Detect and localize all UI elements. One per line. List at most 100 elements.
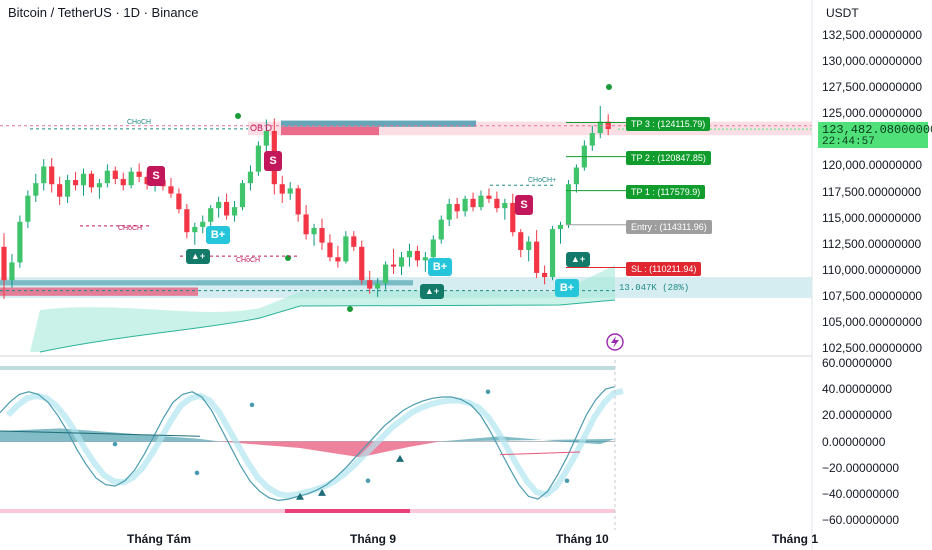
strong-buy-signal-2: ▲+ bbox=[420, 284, 444, 299]
osc-signal-band bbox=[5, 387, 624, 499]
candle-body bbox=[494, 198, 500, 209]
candle-body bbox=[192, 226, 198, 233]
osc-tick: 40.00000000 bbox=[822, 382, 893, 397]
candle-body bbox=[104, 170, 110, 184]
osc-wave bbox=[0, 386, 616, 502]
candle-body bbox=[549, 229, 556, 278]
osc-dot bbox=[485, 389, 491, 395]
candle-body bbox=[88, 173, 95, 188]
osc-tick: −40.00000000 bbox=[822, 486, 900, 501]
price-tick: 130,000.00000000 bbox=[822, 54, 923, 69]
osc-dot bbox=[249, 402, 255, 408]
candle-body bbox=[422, 257, 428, 261]
candle-body bbox=[311, 228, 317, 235]
candle-body bbox=[359, 246, 365, 281]
candle-body bbox=[327, 242, 333, 258]
osc-tick: 0.00000000 bbox=[822, 434, 886, 449]
candle-body bbox=[478, 195, 484, 208]
lightning-glyph bbox=[611, 336, 619, 348]
price-tick: 132,500.00000000 bbox=[822, 28, 923, 42]
osc-dot bbox=[112, 441, 118, 447]
candle-body bbox=[462, 198, 468, 212]
candle-body bbox=[57, 184, 63, 197]
candle-body bbox=[17, 221, 23, 263]
candle-body bbox=[351, 236, 357, 247]
entry-label: Entry : (114311.96) bbox=[626, 220, 712, 234]
candle-body bbox=[375, 283, 381, 289]
price-tick: 112,500.00000000 bbox=[822, 236, 922, 251]
candle-body bbox=[597, 121, 603, 134]
candle-body bbox=[414, 250, 420, 261]
candle-body bbox=[80, 173, 87, 186]
candle-body bbox=[303, 214, 309, 235]
current-price: 123,482.08000000 bbox=[822, 123, 932, 137]
osc-div-line bbox=[0, 430, 201, 437]
candle-body bbox=[41, 166, 47, 184]
chart-title: Bitcoin / TetherUS · 1D · Binance bbox=[8, 5, 199, 20]
candle-body bbox=[319, 228, 325, 243]
candle-body bbox=[200, 221, 206, 227]
candle-body bbox=[486, 195, 492, 199]
buy-signal-1: B+ bbox=[206, 226, 230, 244]
strong-buy-signal-1: ▲+ bbox=[186, 249, 210, 264]
osc-dot bbox=[564, 478, 570, 484]
osc-dot bbox=[365, 478, 371, 484]
tp2-label: TP 2 : (120847.85) bbox=[626, 151, 711, 165]
sell-signal-1: S bbox=[147, 166, 165, 186]
tp1-label: TP 1 : (117579.9) bbox=[626, 185, 706, 199]
candle-body bbox=[518, 232, 524, 250]
choch-label-1: CHoCH bbox=[127, 119, 152, 126]
price-tick: 105,000.00000000 bbox=[822, 314, 923, 329]
demand-zone-pink bbox=[0, 287, 198, 296]
pivot-dot bbox=[347, 306, 353, 312]
candle-body bbox=[263, 130, 269, 146]
price-axis-unit[interactable]: USDT bbox=[826, 6, 859, 20]
price-tick: 102,500.00000000 bbox=[822, 341, 923, 355]
candle-body bbox=[534, 241, 540, 273]
osc-tick: 20.00000000 bbox=[822, 408, 893, 423]
candle-body bbox=[224, 201, 230, 216]
candle-body bbox=[25, 195, 31, 222]
buy-signal-3: B+ bbox=[555, 279, 579, 297]
price-tick: 115,000.00000000 bbox=[822, 210, 922, 225]
candle-body bbox=[557, 224, 564, 230]
candle-body bbox=[168, 186, 174, 194]
order-block-pink bbox=[281, 126, 379, 136]
candle-body bbox=[454, 204, 460, 212]
candle-body bbox=[446, 204, 452, 220]
price-tick: 125,000.00000000 bbox=[822, 106, 923, 121]
candle-body bbox=[573, 167, 579, 185]
candle-body bbox=[502, 202, 508, 209]
candle-body bbox=[255, 145, 261, 172]
strong-buy-signal-3: ▲+ bbox=[566, 252, 590, 267]
osc-div-line-2 bbox=[499, 451, 581, 456]
range-label: 13.047K (28%) bbox=[619, 283, 690, 293]
candle-body bbox=[1, 246, 7, 281]
lightning-icon[interactable] bbox=[606, 333, 624, 351]
candle-body bbox=[343, 236, 349, 262]
price-tick: 117,500.00000000 bbox=[822, 184, 922, 199]
choch-label-3: CHoCH bbox=[236, 257, 261, 264]
candle-body bbox=[390, 264, 397, 267]
osc-tick: 60.00000000 bbox=[822, 356, 893, 370]
choch-label-2: CHoCH bbox=[118, 225, 143, 232]
candle-body bbox=[383, 264, 389, 284]
osc-triangle bbox=[318, 488, 326, 496]
candle-body bbox=[589, 133, 595, 146]
support-zone-dark bbox=[0, 280, 413, 286]
candle-body bbox=[176, 193, 182, 210]
osc-hist-pos bbox=[0, 428, 220, 442]
buy-signal-2: B+ bbox=[428, 258, 452, 276]
candle-body bbox=[239, 183, 246, 208]
time-tick-next: Tháng 1 bbox=[772, 532, 819, 546]
ob-label: OB D bbox=[250, 123, 273, 133]
osc-bottom-band-strong bbox=[285, 509, 410, 513]
candle-body bbox=[287, 188, 293, 194]
candle-body bbox=[295, 188, 301, 215]
candle-body bbox=[279, 184, 285, 194]
order-block-blue bbox=[281, 120, 476, 127]
candle-body bbox=[65, 180, 71, 197]
candle-body bbox=[335, 257, 341, 262]
candle-body bbox=[216, 201, 222, 209]
